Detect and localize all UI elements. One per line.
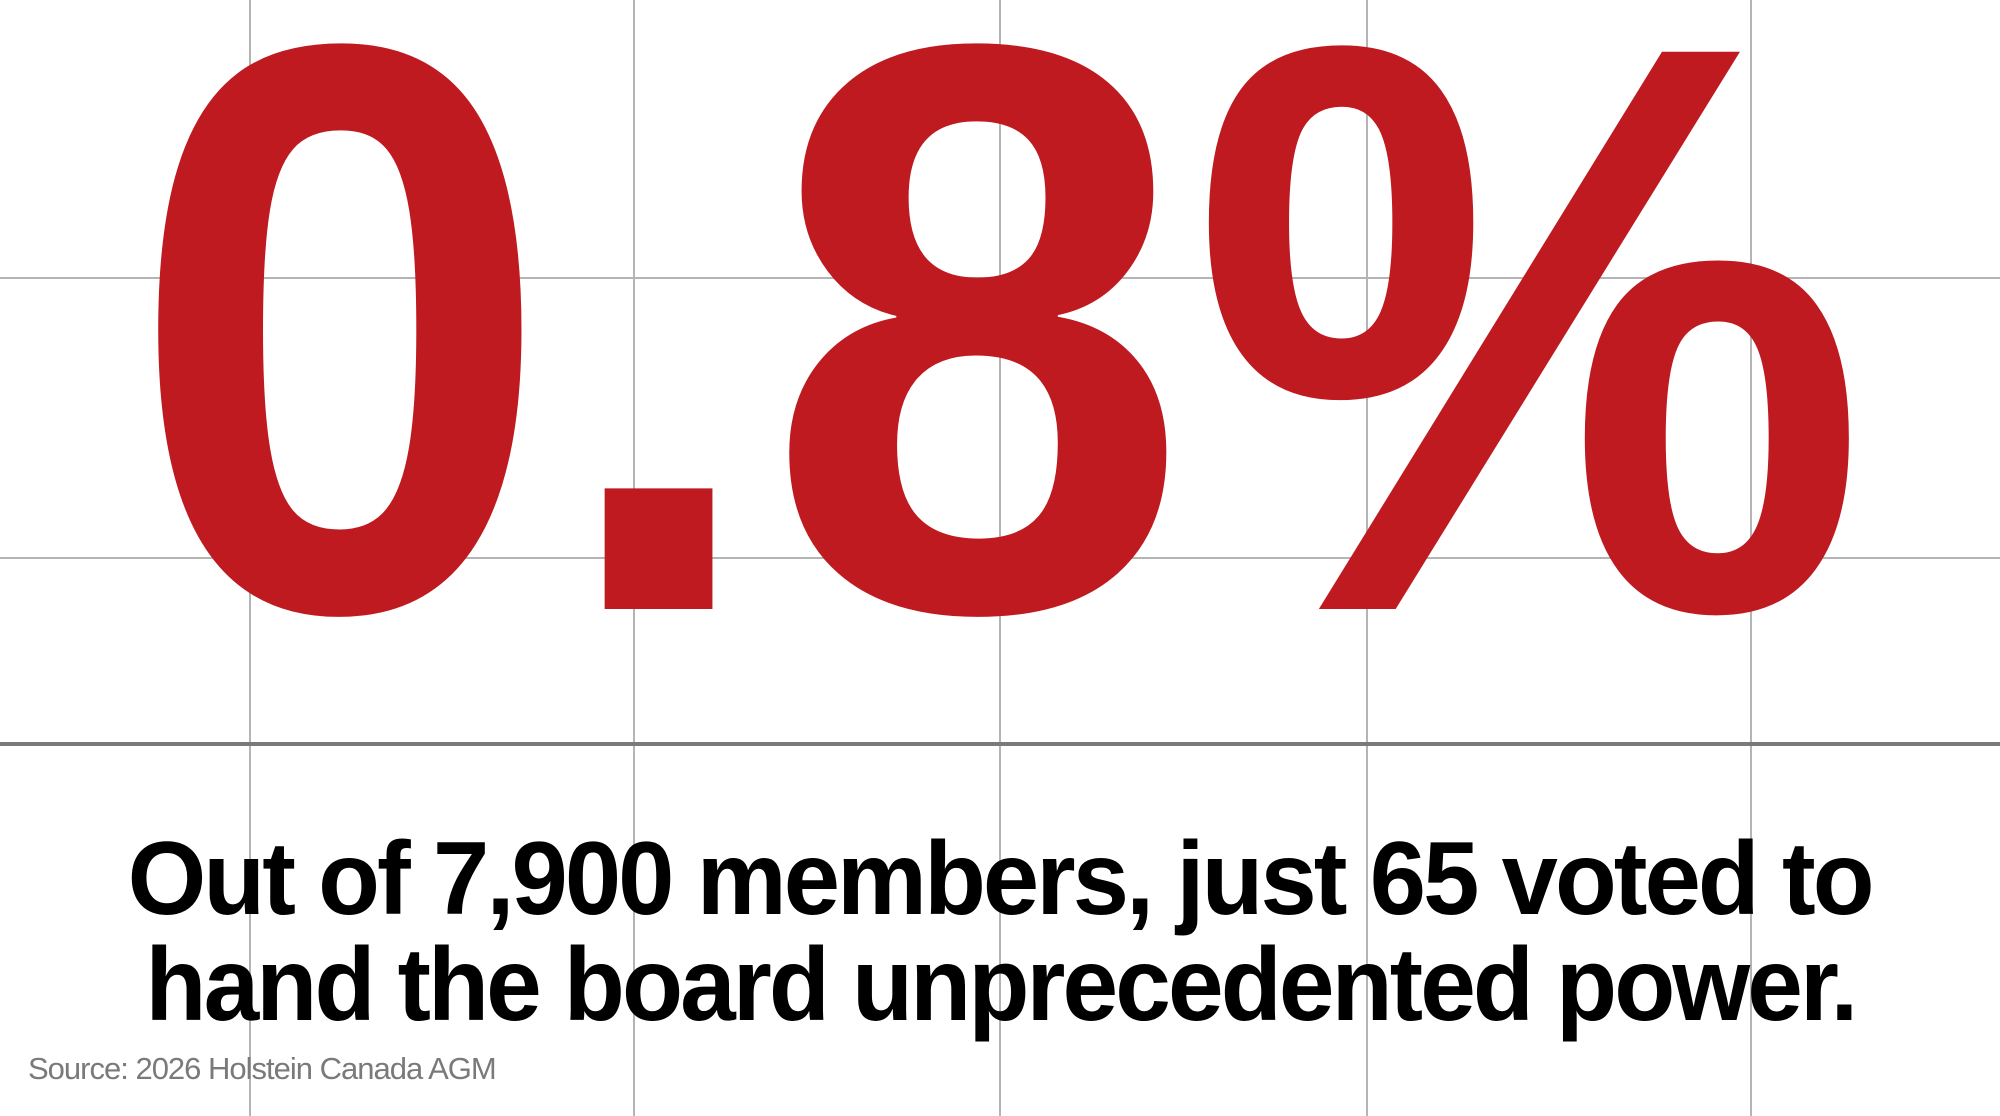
caption-line-2: hand the board unprecedented power. [0, 933, 2000, 1037]
headline-stat: 0.8% [128, 0, 1869, 781]
grid-line-horizontal [0, 557, 2000, 559]
grid-line-horizontal [0, 277, 2000, 279]
caption-text-2: hand the board unprecedented power. [145, 927, 1858, 1043]
caption-line-1: Out of 7,900 members, just 65 voted to [0, 827, 2000, 931]
caption-text-1: Out of 7,900 members, just 65 voted to [127, 821, 1875, 937]
source-note: Source: 2026 Holstein Canada AGM [28, 1051, 497, 1086]
divider-rule [0, 742, 2000, 746]
